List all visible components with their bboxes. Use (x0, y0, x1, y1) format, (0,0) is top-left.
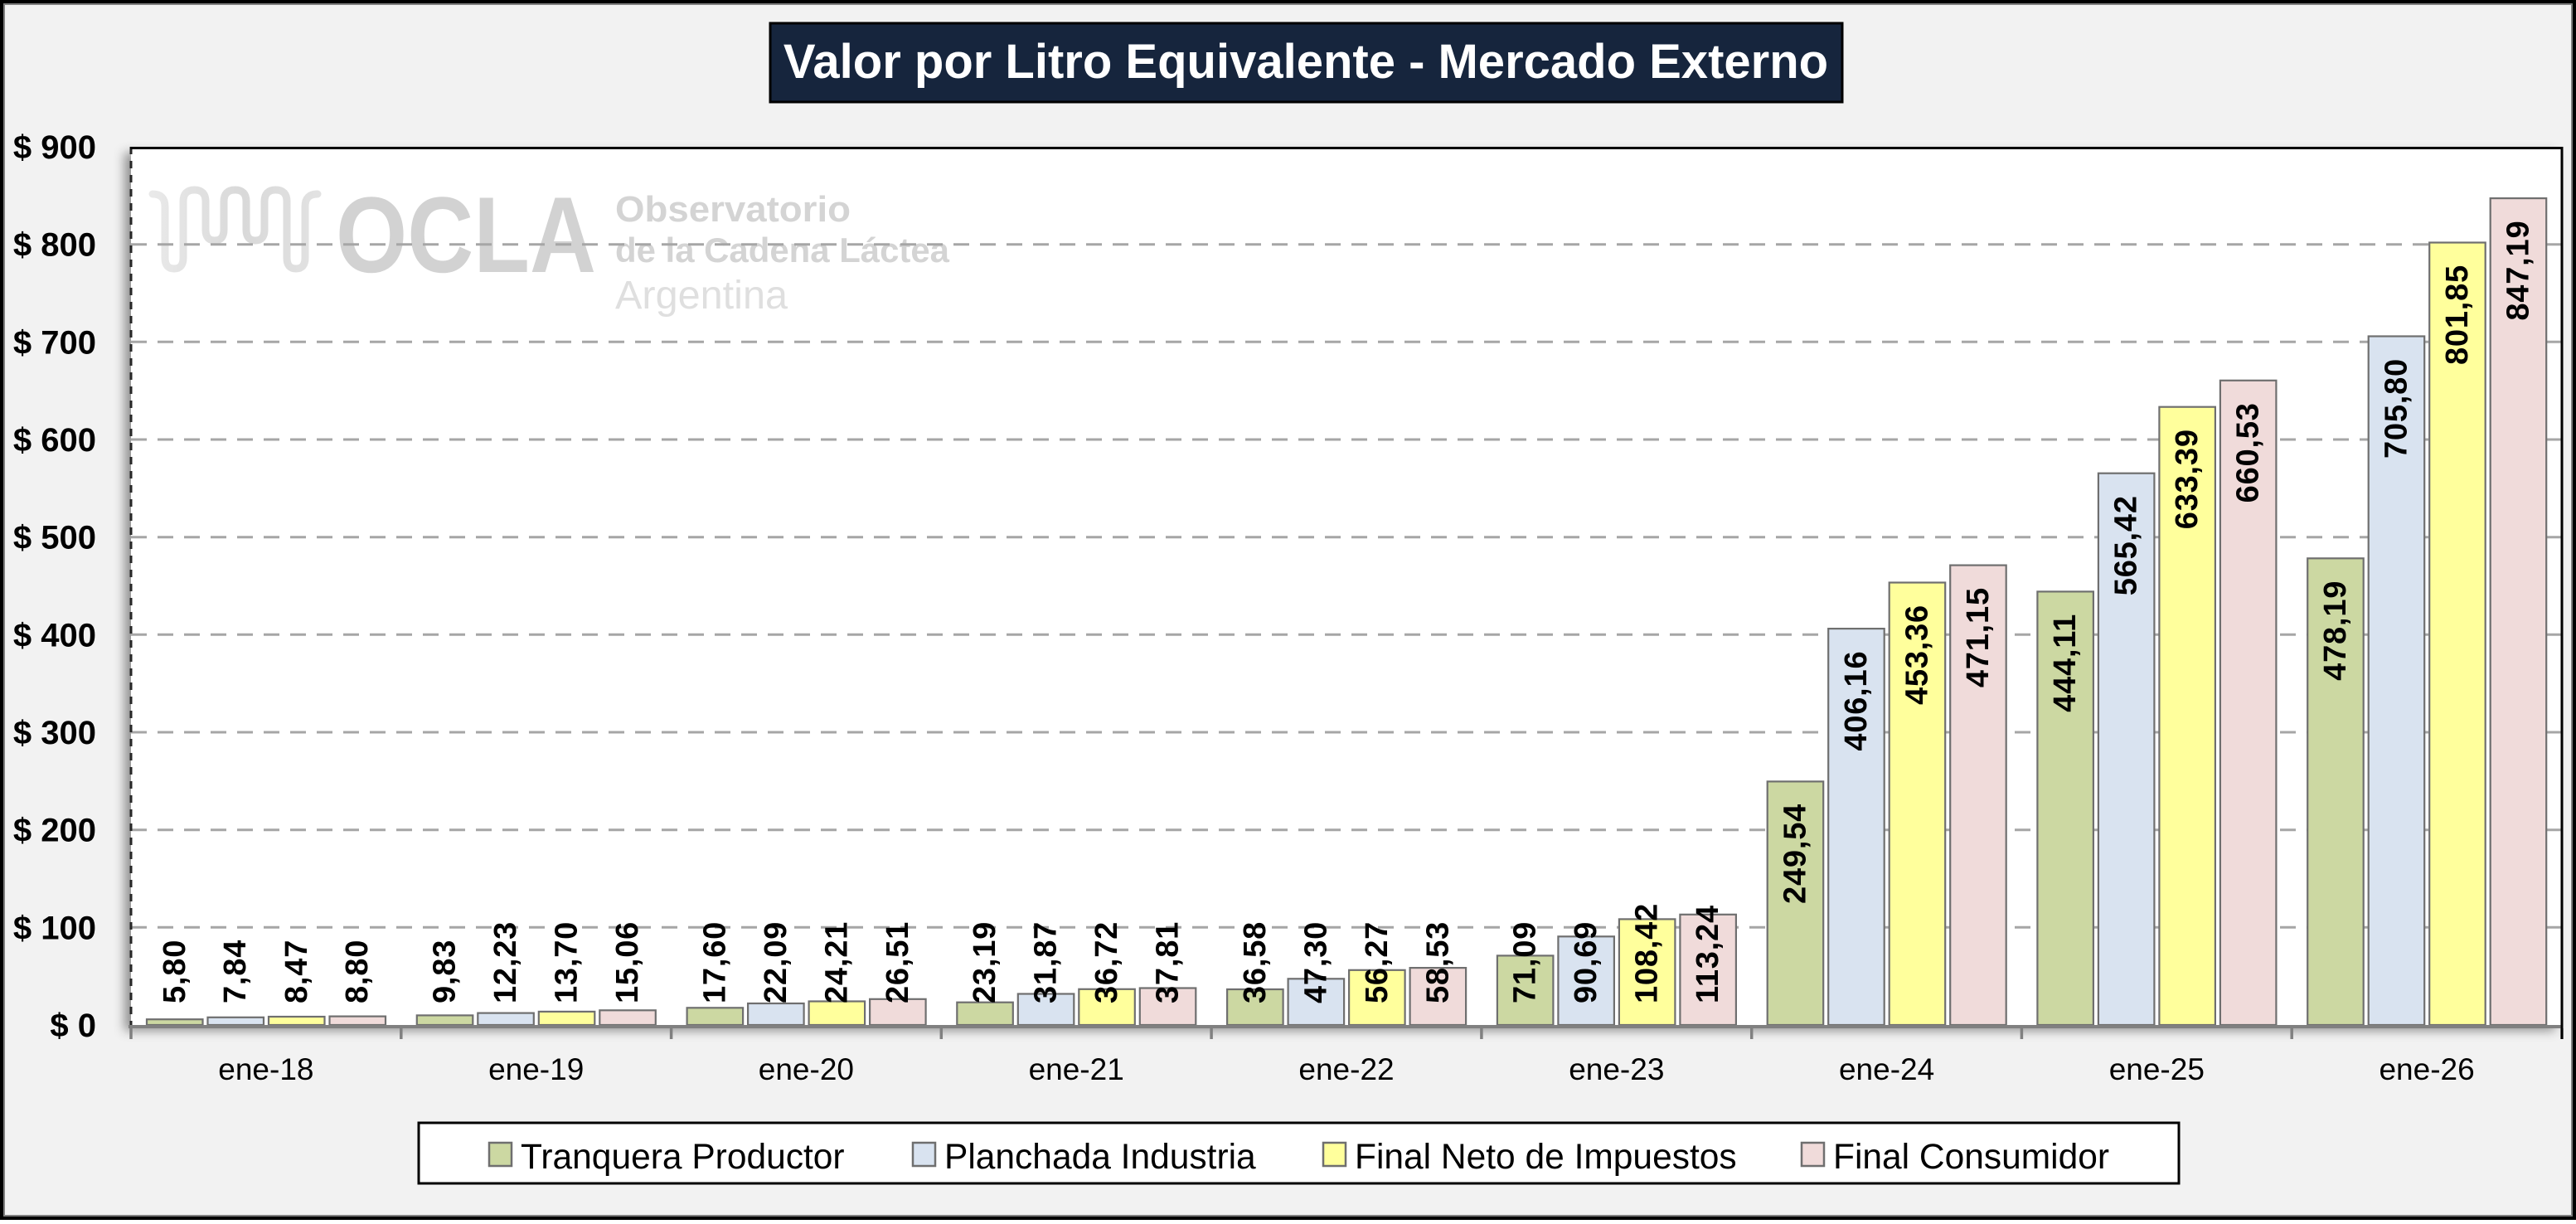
svg-text:56,27: 56,27 (1360, 921, 1395, 1003)
svg-text:9,83: 9,83 (428, 940, 463, 1003)
svg-text:113,24: 113,24 (1691, 905, 1725, 1003)
svg-text:444,11: 444,11 (2048, 614, 2083, 712)
svg-text:ene-21: ene-21 (1029, 1052, 1124, 1086)
svg-text:Observatorio: Observatorio (615, 189, 851, 230)
svg-text:$ 700: $ 700 (13, 324, 96, 361)
svg-text:7,84: 7,84 (218, 940, 253, 1003)
svg-text:565,42: 565,42 (2109, 495, 2144, 595)
svg-text:13,70: 13,70 (550, 921, 585, 1003)
svg-text:Planchada Industria: Planchada Industria (944, 1138, 1256, 1177)
svg-text:ene-20: ene-20 (759, 1052, 854, 1086)
svg-text:15,06: 15,06 (610, 921, 645, 1003)
svg-text:453,36: 453,36 (1899, 605, 1934, 705)
svg-text:5,80: 5,80 (158, 940, 192, 1003)
svg-text:801,85: 801,85 (2440, 265, 2475, 365)
svg-text:$ 400: $ 400 (13, 617, 96, 653)
svg-text:12,23: 12,23 (488, 921, 523, 1003)
svg-text:108,42: 108,42 (1630, 903, 1665, 1003)
svg-text:31,87: 31,87 (1029, 921, 1064, 1003)
svg-text:17,60: 17,60 (697, 921, 732, 1003)
svg-text:23,19: 23,19 (968, 921, 1002, 1003)
svg-text:26,51: 26,51 (880, 921, 915, 1003)
svg-text:58,53: 58,53 (1420, 921, 1455, 1003)
svg-text:36,72: 36,72 (1089, 921, 1124, 1003)
svg-text:ene-22: ene-22 (1298, 1052, 1394, 1086)
svg-text:$ 900: $ 900 (13, 129, 96, 166)
svg-text:705,80: 705,80 (2380, 358, 2414, 459)
svg-text:24,21: 24,21 (819, 921, 854, 1003)
svg-text:$ 300: $ 300 (13, 715, 96, 751)
svg-text:8,47: 8,47 (279, 940, 314, 1003)
svg-text:Tranquera Productor: Tranquera Productor (521, 1138, 845, 1177)
svg-text:471,15: 471,15 (1961, 587, 1996, 687)
svg-text:37,81: 37,81 (1151, 921, 1186, 1003)
svg-text:8,80: 8,80 (340, 940, 375, 1003)
svg-text:36,58: 36,58 (1238, 921, 1273, 1003)
svg-text:249,54: 249,54 (1778, 804, 1812, 904)
svg-text:$ 500: $ 500 (13, 520, 96, 556)
svg-text:406,16: 406,16 (1839, 651, 1874, 751)
svg-text:de la Cadena Láctea: de la Cadena Láctea (615, 231, 950, 270)
svg-text:Valor por Litro Equivalente -: Valor por Litro Equivalente - Mercado Ex… (783, 35, 1828, 89)
svg-text:ene-25: ene-25 (2109, 1052, 2205, 1086)
svg-text:$ 800: $ 800 (13, 227, 96, 264)
svg-text:ene-23: ene-23 (1569, 1052, 1664, 1086)
svg-text:633,39: 633,39 (2170, 429, 2205, 529)
svg-text:$ 600: $ 600 (13, 422, 96, 459)
svg-text:OCLA: OCLA (336, 174, 596, 295)
svg-text:22,09: 22,09 (759, 921, 793, 1003)
svg-text:71,09: 71,09 (1508, 921, 1543, 1003)
svg-text:847,19: 847,19 (2501, 221, 2536, 321)
svg-text:660,53: 660,53 (2231, 402, 2266, 503)
svg-text:ene-18: ene-18 (218, 1052, 313, 1086)
svg-text:ene-24: ene-24 (1839, 1052, 1934, 1086)
svg-text:$ 200: $ 200 (13, 813, 96, 849)
svg-text:Final Neto de Impuestos: Final Neto de Impuestos (1355, 1138, 1737, 1177)
svg-text:90,69: 90,69 (1569, 921, 1603, 1003)
svg-text:$ 100: $ 100 (13, 910, 96, 946)
svg-text:ene-26: ene-26 (2379, 1052, 2474, 1086)
svg-text:Argentina: Argentina (615, 274, 788, 318)
svg-text:$ 0: $ 0 (50, 1008, 96, 1044)
svg-text:Final Consumidor: Final Consumidor (1833, 1138, 2109, 1177)
svg-text:47,30: 47,30 (1298, 921, 1333, 1003)
svg-text:ene-19: ene-19 (488, 1052, 584, 1086)
svg-text:478,19: 478,19 (2318, 580, 2353, 681)
